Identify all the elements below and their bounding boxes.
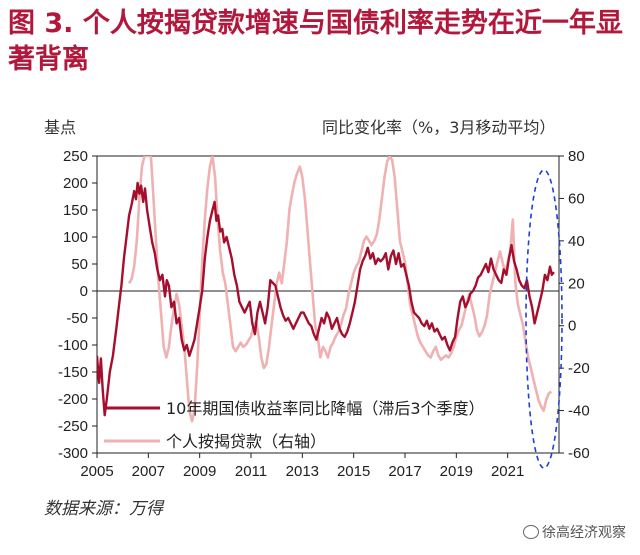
watermark: 徐高经济观察 — [523, 522, 626, 542]
source-note: 数据来源：万得 — [44, 499, 163, 519]
highlight-ellipse — [525, 169, 563, 469]
x-tick-label: 2011 — [235, 463, 267, 480]
legend-label-treasury: 10年期国债收益率同比降幅（滞后3个季度） — [166, 399, 485, 418]
series-line-treasury-yield — [97, 181, 555, 417]
left-tick-label: 0 — [80, 283, 88, 300]
left-tick-label: -200 — [58, 391, 88, 408]
right-axis-unit: 同比变化率（%，3月移动平均） — [322, 118, 556, 137]
right-tick-label: 60 — [568, 190, 585, 207]
left-tick-label: -50 — [66, 310, 88, 327]
left-axis-unit: 基点 — [44, 118, 77, 137]
watermark-text: 徐高经济观察 — [542, 525, 626, 541]
right-tick-label: 80 — [568, 148, 585, 165]
left-tick-label: 50 — [71, 256, 88, 273]
x-tick-label: 2015 — [337, 463, 370, 480]
x-tick-label: 2019 — [440, 463, 473, 480]
right-tick-label: -40 — [568, 403, 590, 420]
series-group — [97, 156, 555, 423]
left-tick-label: 100 — [63, 229, 88, 246]
x-tick-label: 2013 — [286, 463, 319, 480]
chart-canvas: 250200150100500-50-100-150-200-250-30080… — [58, 148, 590, 480]
x-tick-label: 2009 — [183, 463, 216, 480]
left-tick-label: 200 — [63, 175, 88, 192]
x-tick-label: 2017 — [388, 463, 421, 480]
x-tick-label: 2005 — [80, 463, 113, 480]
series-line-mortgage — [127, 156, 553, 423]
right-tick-label: -60 — [568, 445, 590, 462]
left-tick-label: -100 — [58, 337, 88, 354]
left-tick-label: 250 — [63, 148, 88, 165]
x-tick-label: 2021 — [491, 463, 524, 480]
left-tick-label: -250 — [58, 418, 88, 435]
left-tick-label: 150 — [63, 202, 88, 219]
left-tick-label: -150 — [58, 364, 88, 381]
right-tick-label: 0 — [568, 318, 576, 335]
wechat-icon — [523, 525, 539, 539]
x-tick-label: 2007 — [132, 463, 165, 480]
chart-title: 图 3. 个人按揭贷款增速与国债利率走势在近一年显著背离 — [8, 8, 623, 75]
plot-frame — [96, 155, 560, 454]
right-tick-label: 40 — [568, 233, 585, 250]
right-tick-label: 20 — [568, 275, 585, 292]
legend-label-mortgage: 个人按揭贷款（右轴） — [166, 432, 326, 451]
right-tick-label: -20 — [568, 360, 590, 377]
left-tick-label: -300 — [58, 445, 88, 462]
